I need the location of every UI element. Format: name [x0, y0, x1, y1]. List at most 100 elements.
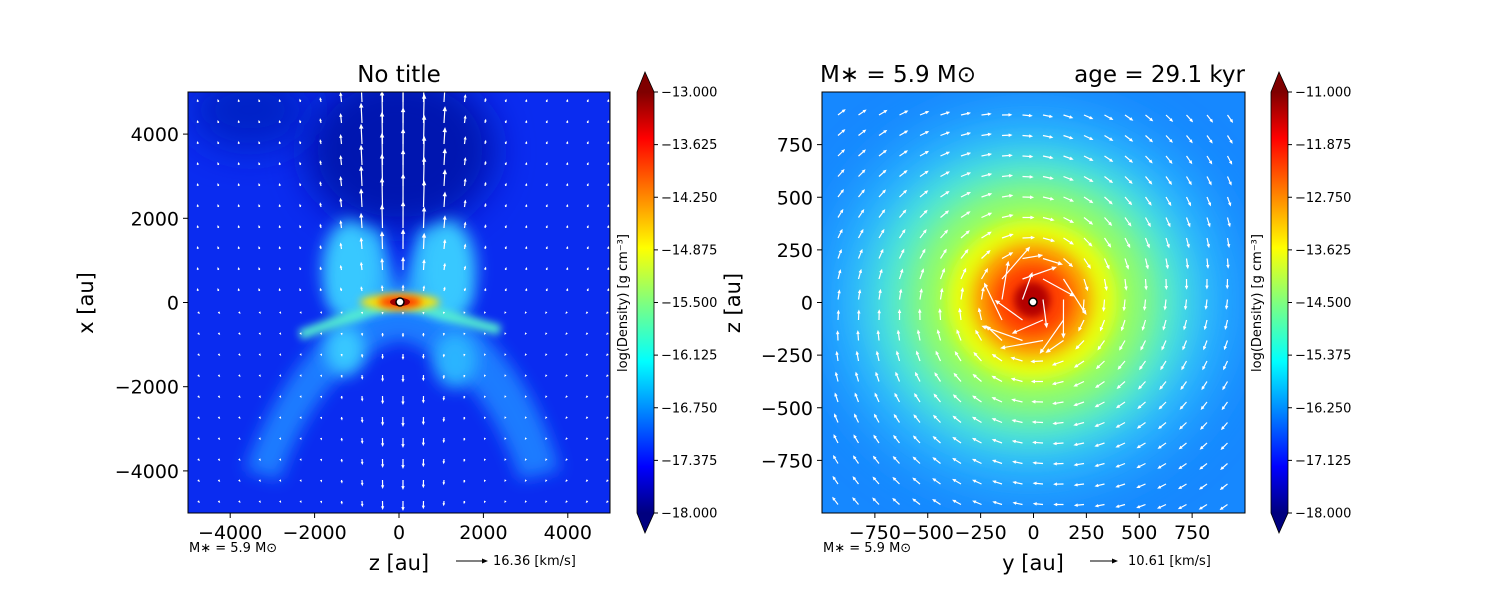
velocity-arrow	[504, 353, 507, 357]
velocity-arrow	[299, 98, 302, 103]
velocity-arrow	[483, 458, 487, 462]
velocity-arrow	[237, 245, 240, 250]
right-x-tick-label: −250	[955, 522, 1007, 544]
velocity-arrow	[981, 132, 992, 137]
velocity-arrow	[525, 161, 528, 166]
velocity-arrow	[1001, 252, 1014, 260]
velocity-arrow	[1073, 380, 1085, 387]
velocity-arrow	[401, 437, 405, 448]
velocity-arrow	[1115, 442, 1126, 448]
velocity-arrow	[984, 282, 1003, 321]
velocity-arrow	[319, 245, 322, 250]
velocity-arrow	[217, 311, 221, 314]
velocity-arrow	[258, 479, 261, 483]
velocity-arrow	[1022, 253, 1044, 260]
velocity-arrow	[360, 437, 364, 445]
velocity-arrow	[1063, 175, 1074, 181]
velocity-arrow	[237, 182, 240, 187]
velocity-arrow	[1073, 442, 1085, 447]
velocity-arrow	[895, 350, 901, 362]
right-y-tick-label: 250	[777, 240, 813, 262]
velocity-arrow	[359, 144, 364, 166]
velocity-arrow	[442, 416, 446, 423]
velocity-arrow	[1221, 401, 1228, 411]
velocity-arrow	[1083, 175, 1094, 183]
left-colorbar-tick-label: −18.000	[661, 507, 717, 522]
velocity-arrow	[1124, 135, 1134, 142]
velocity-arrow	[238, 311, 241, 314]
velocity-arrow	[837, 269, 842, 280]
left-x-tick-label: −2000	[282, 522, 346, 544]
velocity-arrow	[196, 141, 199, 145]
velocity-arrow	[960, 249, 969, 259]
velocity-arrow	[217, 140, 220, 145]
velocity-arrow	[299, 395, 302, 399]
right-colorbar-label: log(Density) [g cm⁻³]	[1250, 234, 1265, 372]
velocity-arrow	[339, 264, 343, 271]
velocity-arrow	[1144, 258, 1149, 270]
velocity-arrow	[940, 190, 950, 198]
velocity-arrow	[1180, 381, 1187, 391]
velocity-arrow	[197, 311, 200, 314]
left-colorbar-tick-label: −14.250	[661, 191, 717, 206]
velocity-arrow	[1159, 381, 1167, 390]
velocity-arrow	[1136, 503, 1146, 509]
velocity-arrow	[504, 332, 507, 336]
velocity-arrow	[565, 374, 568, 377]
velocity-arrow	[1186, 155, 1193, 165]
velocity-arrow	[1119, 340, 1126, 351]
velocity-arrow	[524, 458, 527, 462]
velocity-arrow	[401, 479, 405, 490]
velocity-arrow	[1022, 195, 1035, 200]
velocity-arrow	[484, 245, 487, 250]
velocity-arrow	[401, 416, 405, 427]
velocity-arrow	[991, 353, 1003, 362]
velocity-arrow	[1031, 399, 1044, 404]
velocity-arrow	[1032, 461, 1044, 465]
velocity-arrow	[484, 160, 487, 166]
velocity-arrow	[442, 191, 447, 208]
velocity-arrow	[197, 479, 200, 482]
left-colorbar-tick-label: −17.375	[661, 454, 717, 469]
velocity-arrow	[1001, 133, 1013, 137]
velocity-arrow	[278, 287, 281, 292]
velocity-arrow	[1158, 401, 1167, 410]
velocity-arrow	[919, 248, 926, 259]
velocity-arrow	[196, 183, 199, 187]
velocity-arrow	[197, 500, 200, 503]
velocity-arrow	[422, 258, 426, 271]
velocity-arrow	[876, 329, 881, 341]
velocity-arrow	[545, 500, 548, 504]
velocity-arrow	[892, 476, 900, 485]
velocity-arrow	[1001, 173, 1014, 178]
velocity-arrow	[919, 268, 925, 280]
velocity-arrow	[463, 395, 466, 400]
velocity-arrow	[1052, 462, 1064, 466]
velocity-arrow	[299, 182, 302, 187]
velocity-arrow	[1083, 155, 1094, 161]
velocity-arrow	[855, 371, 860, 382]
velocity-arrow	[892, 497, 900, 505]
velocity-arrow	[1104, 196, 1113, 205]
velocity-arrow	[278, 224, 281, 229]
velocity-arrow	[1012, 501, 1023, 506]
velocity-arrow	[484, 224, 487, 229]
velocity-arrow	[1063, 134, 1074, 140]
velocity-arrow	[1012, 480, 1023, 485]
velocity-arrow	[525, 119, 528, 124]
right-chart-title-mass: M∗ = 5.9 M⊙	[820, 62, 976, 88]
velocity-arrow	[279, 332, 282, 336]
velocity-arrow	[1183, 299, 1188, 311]
velocity-arrow	[1094, 401, 1105, 408]
velocity-arrow	[1145, 114, 1154, 122]
velocity-arrow	[197, 353, 200, 356]
velocity-arrow	[1221, 422, 1228, 431]
velocity-arrow	[1042, 134, 1054, 139]
velocity-arrow	[1124, 217, 1132, 227]
velocity-arrow	[463, 353, 466, 357]
velocity-arrow	[1206, 176, 1212, 186]
velocity-arrow	[878, 149, 887, 157]
velocity-arrow	[1144, 237, 1150, 249]
velocity-arrow	[340, 374, 343, 379]
velocity-arrow	[1219, 504, 1228, 511]
